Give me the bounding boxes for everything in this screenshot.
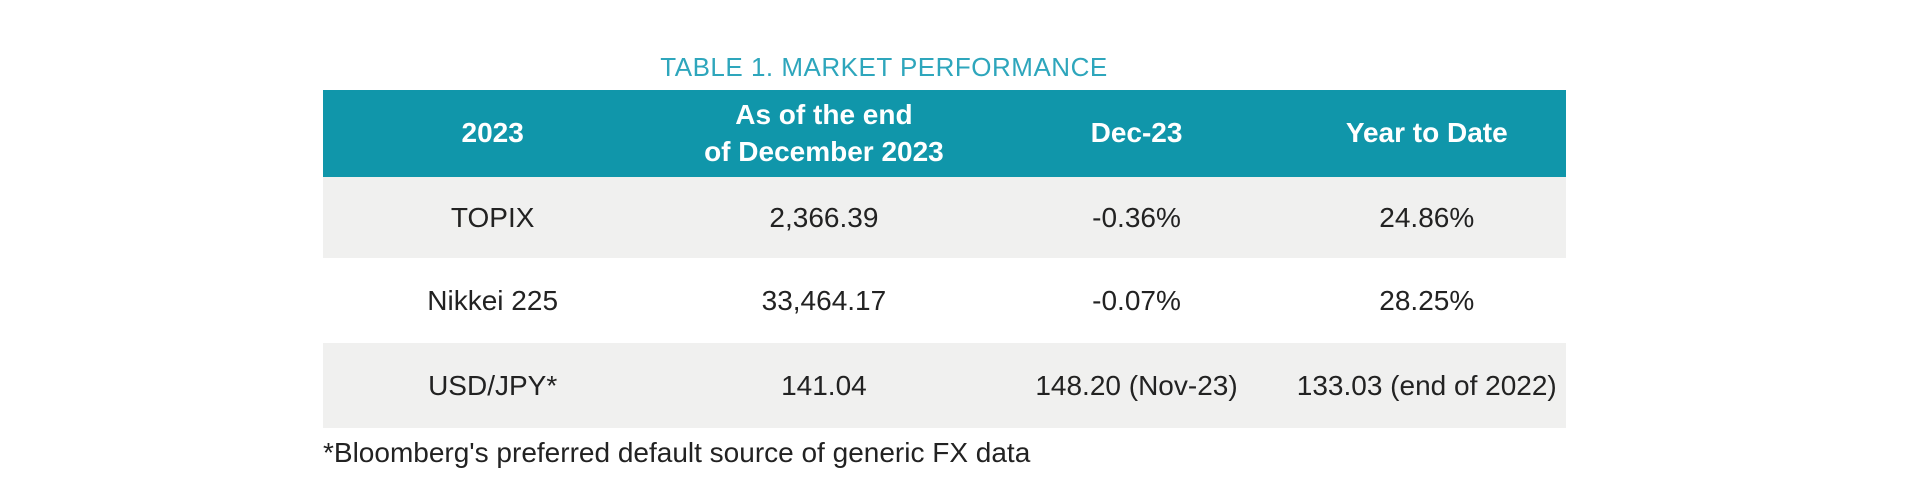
cell-nikkei-dec23: -0.07% [1092, 284, 1181, 316]
cell-usdjpy-label: USD/JPY* [428, 369, 558, 401]
table-header-row: 2023 As of the end of December 2023 Dec-… [323, 90, 1566, 177]
cell-usdjpy-level: 141.04 [781, 369, 867, 401]
cell-topix-ytd: 24.86% [1379, 201, 1475, 233]
cell-nikkei-level: 33,464.17 [761, 284, 887, 316]
cell-topix-label: TOPIX [450, 201, 535, 233]
header-cell-year-to-date: Year to Date [1345, 117, 1508, 149]
header-cell-year: 2023 [461, 117, 524, 149]
header-cell-as-of-end-line1: As of the end [735, 99, 913, 131]
table-title: TABLE 1. MARKET PERFORMANCE [660, 52, 1108, 82]
footnote: *Bloomberg's preferred default source of… [323, 437, 1031, 468]
table-row-usdjpy: USD/JPY* 141.04 148.20 (Nov-23) 133.03 (… [323, 343, 1566, 428]
table-row-topix: TOPIX 2,366.39 -0.36% 24.86% [323, 177, 1566, 258]
cell-nikkei-ytd: 28.25% [1379, 284, 1475, 316]
header-cell-as-of-end: As of the end of December 2023 [662, 97, 985, 170]
cell-usdjpy-dec23: 148.20 (Nov-23) [1035, 369, 1238, 401]
header-cell-dec23: Dec-23 [1090, 117, 1183, 149]
market-performance-table: 2023 As of the end of December 2023 Dec-… [323, 90, 1566, 428]
cell-topix-level: 2,366.39 [769, 201, 879, 233]
header-cell-as-of-end-line2: of December 2023 [704, 135, 944, 167]
cell-topix-dec23: -0.36% [1092, 201, 1181, 233]
cell-nikkei-label: Nikkei 225 [427, 284, 559, 316]
cell-usdjpy-ytd: 133.03 (end of 2022) [1296, 369, 1557, 401]
table-row-nikkei225: Nikkei 225 33,464.17 -0.07% 28.25% [323, 258, 1566, 343]
